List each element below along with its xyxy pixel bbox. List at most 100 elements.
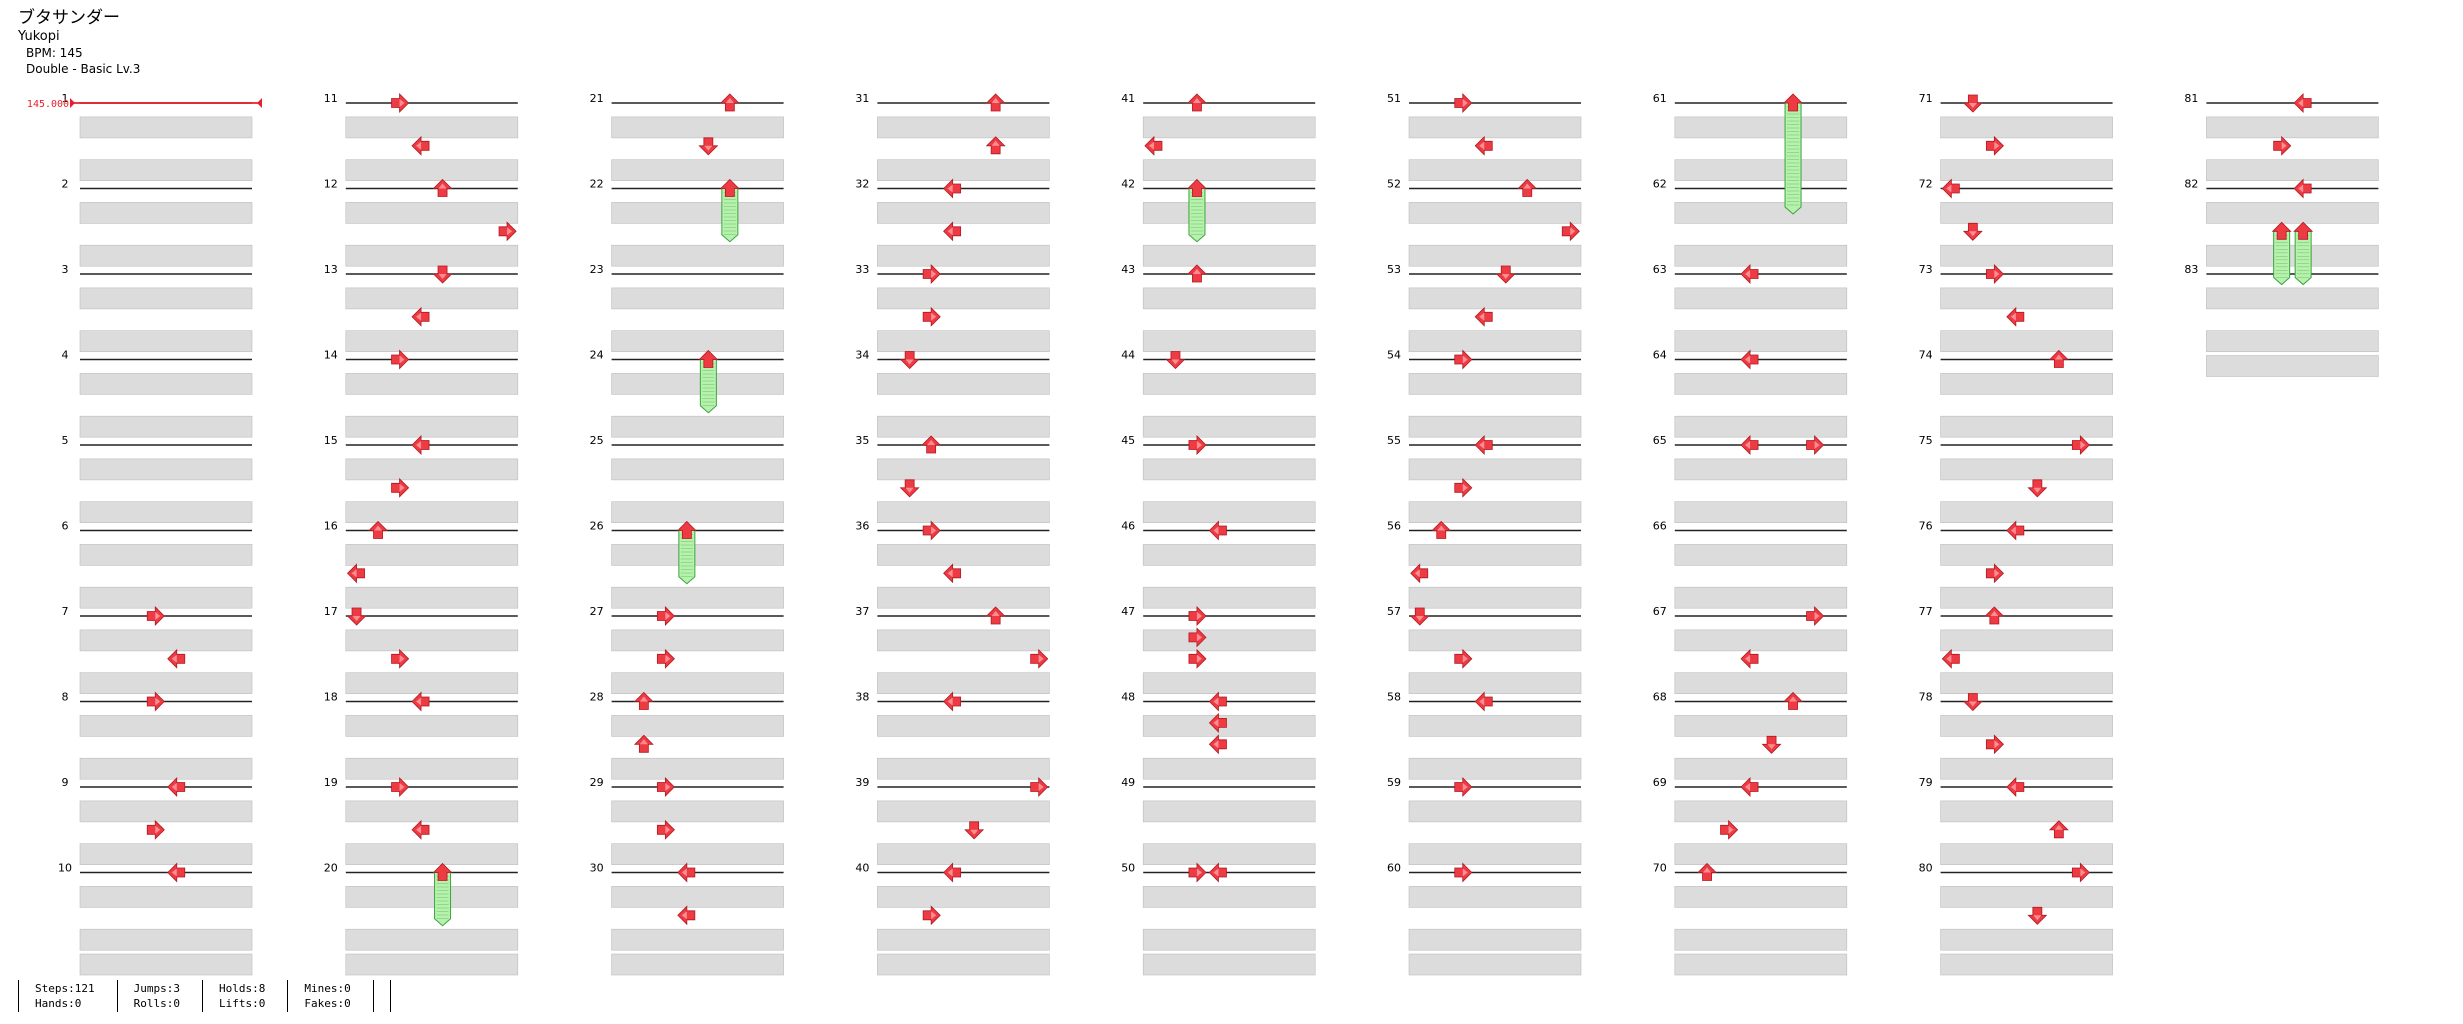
measure-52: 52: [1387, 178, 1582, 267]
beat-band: [345, 629, 519, 652]
measure-24: 24: [590, 349, 784, 438]
beat-band: [345, 116, 519, 139]
stat-column: Mines:0 Fakes:0: [287, 980, 372, 1012]
step-arrow-right: [1188, 606, 1207, 626]
step-arrow-left: [1208, 734, 1227, 755]
beat-band: [1142, 501, 1316, 524]
measure-number: 16: [324, 520, 338, 533]
beat-band: [1674, 116, 1848, 139]
measure-28: 28: [590, 691, 784, 780]
step-arrow-up: [1186, 264, 1207, 283]
beat-band: [1408, 244, 1582, 267]
beat-band: [877, 501, 1050, 524]
step-arrow-right: [656, 777, 675, 797]
measure-34: 34: [855, 349, 1050, 438]
stat-value: Mines:0: [304, 982, 351, 995]
beat-band: [1674, 843, 1848, 866]
beat-band: [611, 159, 784, 181]
beat-band: [611, 501, 784, 524]
measure-number: 46: [1121, 520, 1135, 533]
measure-81: 81: [2184, 92, 2379, 181]
measure-5: 5: [62, 434, 253, 524]
beat-band: [1940, 928, 2113, 951]
measure-78: 78: [1919, 691, 2113, 780]
beat-band: [877, 330, 1050, 353]
measure-14: 14: [324, 349, 519, 438]
measure-12: 12: [324, 178, 519, 267]
measure-46: 46: [1121, 520, 1316, 609]
hold-head-arrow: [2293, 221, 2314, 240]
measure-number: 59: [1387, 776, 1401, 789]
measure-40: 40: [855, 862, 1050, 976]
beat-band: [611, 928, 784, 951]
step-arrow-right: [1030, 777, 1049, 797]
measure-number: 74: [1919, 349, 1933, 362]
measure-number: 49: [1121, 776, 1135, 789]
beat-band: [1142, 116, 1316, 139]
beat-band: [2206, 244, 2379, 267]
measure-number: 21: [590, 92, 604, 105]
stat-divider: [372, 980, 391, 1012]
measure-53: 53: [1387, 263, 1582, 353]
measure-number: 32: [855, 178, 869, 191]
measure-number: 68: [1653, 691, 1667, 704]
measure-27: 27: [590, 605, 784, 695]
beat-band: [345, 415, 519, 438]
measure-number: 43: [1121, 263, 1135, 276]
step-arrow-left: [1941, 648, 1960, 669]
hold-note: [719, 178, 740, 243]
measure-number: 22: [590, 178, 604, 191]
hold-note: [676, 520, 697, 585]
measure-number: 6: [62, 520, 69, 533]
measure-77: 77: [1919, 605, 2113, 695]
step-arrow-right: [2071, 862, 2090, 883]
beat-band: [1674, 244, 1848, 267]
bpm-value: 145.000: [27, 99, 69, 110]
step-arrow-right: [1985, 563, 2004, 584]
beat-band: [1142, 757, 1316, 780]
measure-number: 56: [1387, 520, 1401, 533]
measure-number: 37: [855, 605, 869, 618]
beat-band: [1142, 800, 1316, 823]
measure-63: 63: [1653, 263, 1848, 353]
measure-48: 48: [1121, 691, 1316, 780]
step-arrow-left: [2006, 777, 2025, 797]
measure-56: 56: [1387, 520, 1582, 609]
stat-value: Holds:8: [218, 982, 266, 995]
measure-number: 51: [1387, 92, 1401, 105]
step-arrow-right: [656, 606, 675, 626]
measure-66: 66: [1653, 520, 1848, 609]
beat-band: [1940, 544, 2113, 566]
hold-note: [432, 862, 453, 927]
stat-value: Fakes:0: [304, 997, 351, 1010]
measure-42: 42: [1121, 178, 1316, 267]
measure-number: 75: [1919, 434, 1933, 447]
step-arrow-left: [943, 862, 962, 883]
measure-number: 60: [1387, 862, 1401, 875]
beat-band: [1408, 458, 1582, 481]
step-arrow-left: [943, 178, 962, 199]
step-arrow-down: [1962, 222, 1983, 241]
measure-11: 11: [324, 92, 519, 181]
step-arrow-down: [1962, 94, 1983, 113]
measure-50: 50: [1121, 862, 1316, 976]
measure-number: 35: [855, 434, 869, 447]
beat-band: [345, 458, 519, 481]
beat-band: [345, 928, 519, 951]
step-arrow-right: [146, 606, 165, 626]
step-arrow-left: [411, 306, 430, 327]
measure-47: 47: [1121, 605, 1316, 695]
end-band: [1674, 953, 1848, 976]
beat-band: [1408, 287, 1582, 310]
step-arrow-up: [1783, 691, 1804, 710]
beat-band: [877, 244, 1050, 267]
measure-72: 72: [1919, 178, 2113, 267]
step-arrow-right: [498, 221, 517, 242]
beat-band: [1940, 202, 2113, 224]
step-arrow-up: [368, 520, 389, 539]
beat-band: [345, 287, 519, 310]
beat-band: [611, 330, 784, 353]
beat-band: [79, 586, 253, 609]
step-arrow-right: [1188, 627, 1207, 648]
